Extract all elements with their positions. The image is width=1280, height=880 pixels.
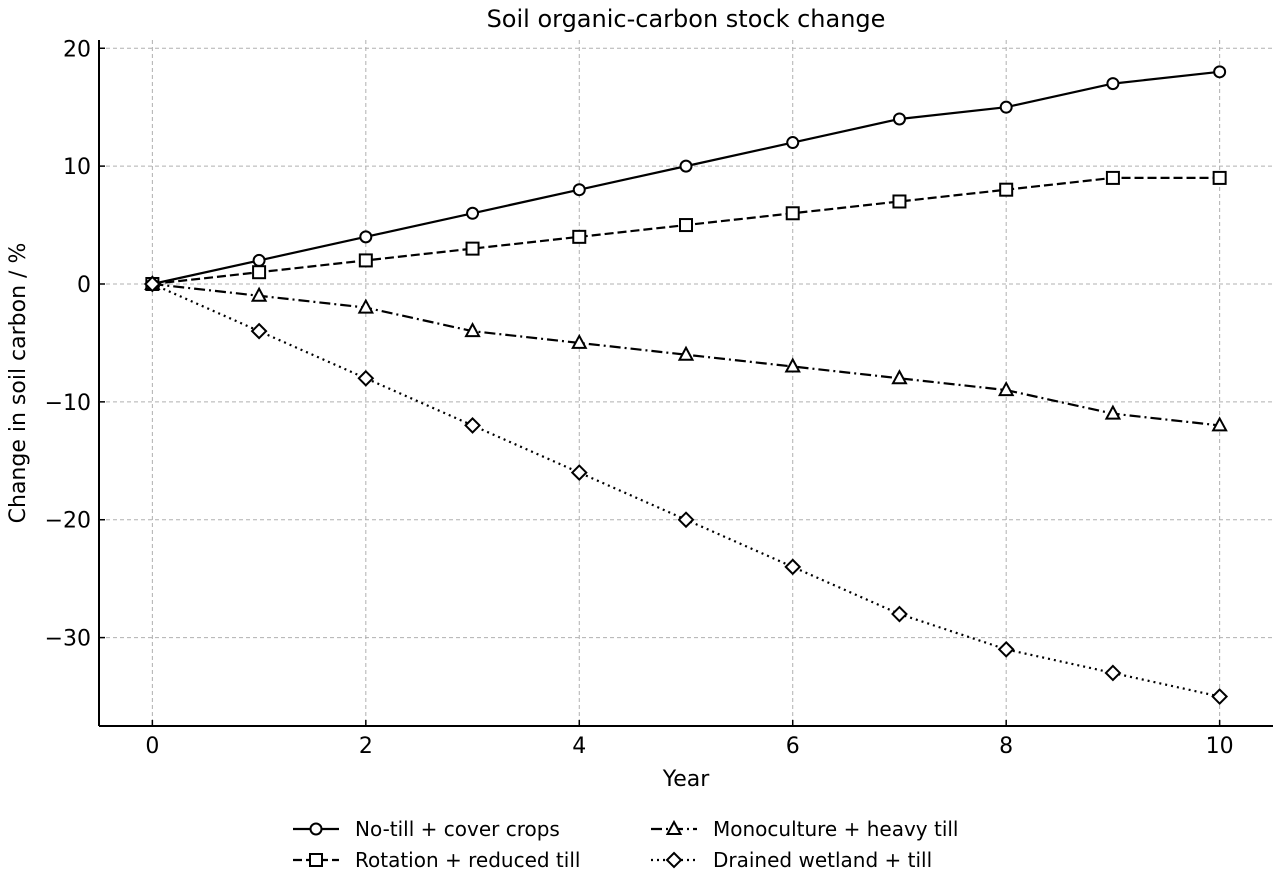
series-group [143,65,1229,705]
series-line [152,282,1220,427]
data-point [1211,688,1229,705]
y-tick-label: 0 [77,273,91,298]
y-axis-label: Change in soil carbon / % [6,243,31,524]
y-tick-label: 20 [63,37,91,62]
data-point [784,558,802,576]
data-point [466,206,480,220]
data-point [892,194,907,209]
data-point [571,333,588,349]
data-point [250,322,268,340]
data-point [572,229,587,244]
data-point [998,380,1015,397]
legend-item-3: Monoculture + heavy till [651,817,959,841]
data-point [892,112,906,126]
data-point [570,464,588,481]
y-tick-label: 10 [63,155,91,180]
y-tick-label: −20 [45,509,91,534]
x-tick-label: 6 [786,734,800,759]
legend-label: No-till + cover crops [355,817,560,841]
x-tick-label: 0 [145,734,159,759]
data-point [679,218,693,233]
data-point [464,322,481,338]
data-point [464,417,481,434]
legend-item-1: No-till + cover crops [293,817,560,841]
legend-item-2: Rotation + reduced till [293,848,580,872]
legend-marker [309,853,323,867]
data-point [677,345,695,361]
legend-marker [309,822,323,836]
legend-label: Drained wetland + till [713,848,932,872]
legend-item-4: Drained wetland + till [651,848,932,872]
x-tick-label: 2 [359,734,373,759]
data-point [358,253,373,268]
y-tick-label: −10 [45,391,91,416]
legend-label: Rotation + reduced till [355,848,580,872]
data-point [784,357,801,373]
data-point [250,286,268,302]
legend-marker [665,851,683,869]
legend: No-till + cover crops Rotation + reduced … [293,817,959,872]
data-point [359,230,373,244]
legend-label: Monoculture + heavy till [713,817,959,841]
x-tick-label: 10 [1206,734,1234,759]
data-point [252,253,266,267]
series-line [152,70,1220,286]
axes: 0 2 4 6 8 10 20 10 0 −10 −20 −30 [45,37,1273,759]
data-point [785,206,800,221]
data-point [465,241,480,256]
data-point [786,136,800,150]
data-point [143,275,161,293]
series-2 [145,170,1227,291]
data-point [997,640,1015,658]
data-point [999,182,1014,197]
x-tick-label: 4 [572,734,586,759]
data-point [1213,65,1227,79]
data-point [1212,170,1227,185]
data-point [679,159,693,173]
data-point [1104,404,1122,420]
data-point [677,511,695,529]
data-point [891,605,908,623]
y-tick-label: −30 [45,627,91,652]
data-point [1211,416,1228,432]
series-4 [143,275,1229,705]
data-point [1104,664,1122,682]
data-point [1105,170,1120,185]
data-point [252,265,267,280]
data-point [891,369,908,385]
data-point [572,183,586,197]
series-3 [144,274,1228,432]
x-tick-label: 8 [999,734,1013,759]
chart-title: Soil organic-carbon stock change [487,5,886,33]
series-1 [145,65,1227,291]
legend-marker [665,819,683,835]
data-point [357,298,374,314]
data-point [1106,77,1120,91]
data-point [999,100,1013,114]
grid [99,40,1273,726]
data-point [357,369,375,387]
x-axis-label: Year [662,767,711,792]
